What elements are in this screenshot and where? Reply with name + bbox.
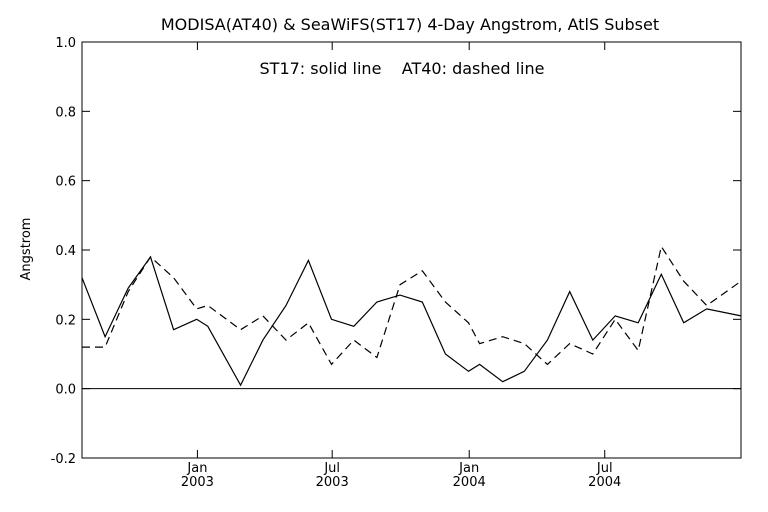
x-tick-label-month: Jan <box>186 461 207 476</box>
y-axis-label: Angstrom <box>19 218 34 281</box>
series-group <box>81 244 742 387</box>
series-line-st17 <box>81 255 742 387</box>
x-tick-label-year: 2003 <box>181 475 214 490</box>
y-tick-label: 0.0 <box>55 383 76 398</box>
x-tick-label-year: 2003 <box>316 475 349 490</box>
y-tick-label: 1.0 <box>55 36 76 51</box>
x-tick-label-month: Jan <box>458 461 479 476</box>
y-tick-label: 0.4 <box>55 244 76 259</box>
x-tick-label-year: 2004 <box>453 475 486 490</box>
x-tick-label-month: Jul <box>596 461 613 476</box>
x-tick-label-month: Jul <box>323 461 340 476</box>
y-tick-label: -0.2 <box>51 452 76 467</box>
y-tick-label: 0.6 <box>55 175 76 190</box>
y-axis: -0.2 0.0 0.2 0.4 0.6 0.8 1.0 <box>51 36 741 467</box>
y-tick-label: 0.8 <box>55 105 76 120</box>
series-line-at40 <box>82 244 742 366</box>
chart-title: MODISA(AT40) & SeaWiFS(ST17) 4-Day Angst… <box>161 15 659 34</box>
y-tick-label: 0.2 <box>55 313 76 328</box>
chart-annotation: ST17: solid line AT40: dashed line <box>260 59 545 78</box>
x-tick-label-year: 2004 <box>588 475 621 490</box>
